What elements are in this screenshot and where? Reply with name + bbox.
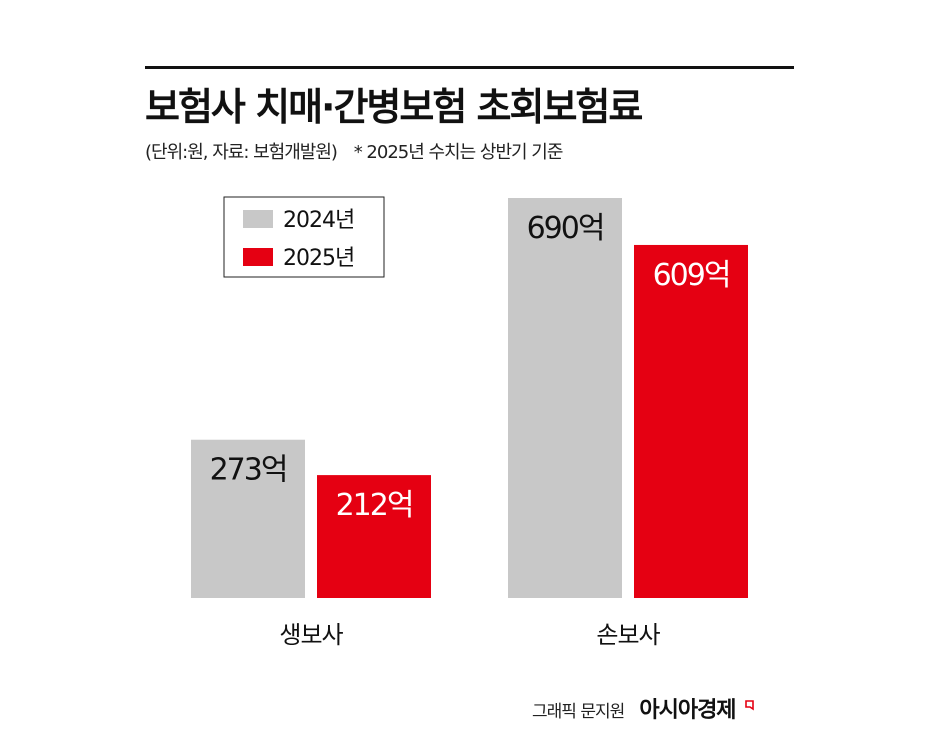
- legend-label-2: 2025년: [283, 246, 354, 271]
- chart-subtitle: (단위:원, 자료: 보험개발원) * 2025년 수치는 상반기 기준: [145, 141, 564, 165]
- graphic-credit: 그래픽 문지원: [532, 702, 625, 722]
- unit-source-note: (단위:원, 자료: 보험개발원): [145, 142, 338, 163]
- bar-2-2: [634, 244, 748, 598]
- category-label-1: 생보사: [279, 621, 343, 649]
- brand-name: 아시아경제: [639, 698, 736, 723]
- chart-title: 보험사 치매·간병보험 초회보험료: [145, 85, 643, 129]
- category-label-2: 손보사: [596, 621, 660, 649]
- bar-value-label-1-1: 273억: [210, 453, 287, 488]
- bar-2-1: [317, 475, 431, 598]
- bar-value-label-2-2: 609억: [653, 258, 730, 293]
- legend-label-1: 2024년: [283, 208, 354, 233]
- period-note: * 2025년 수치는 상반기 기준: [353, 142, 564, 163]
- brand-logo-icon: [744, 700, 754, 711]
- credit-line: 그래픽 문지원 아시아경제: [532, 696, 754, 727]
- legend: 2024년 2025년: [223, 196, 385, 278]
- legend-swatch-2: [243, 248, 273, 266]
- bar-1-2: [508, 198, 622, 598]
- bar-value-label-2-1: 212억: [336, 488, 413, 523]
- bar-1-1: [191, 439, 305, 598]
- legend-swatch-1: [243, 210, 273, 228]
- bar-value-label-1-2: 690억: [527, 211, 604, 246]
- title-rule: [145, 66, 794, 69]
